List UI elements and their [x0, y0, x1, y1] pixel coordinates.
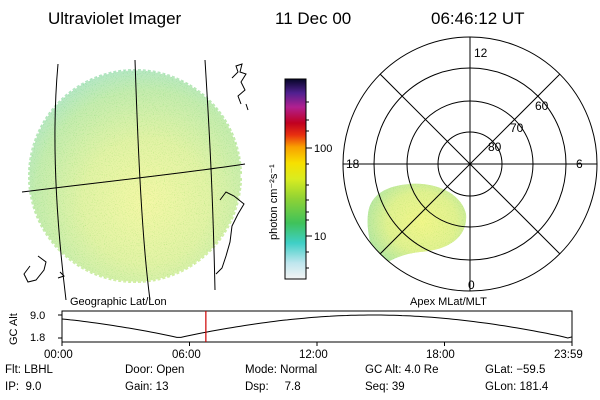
x-tick-0600: 06:00: [172, 349, 201, 361]
mlt-label-12: 12: [474, 46, 488, 60]
orbit-altitude-line: [61, 314, 573, 339]
sequence-value: Seq: 39: [365, 381, 405, 393]
colorbar: 100 10 photon cm⁻²s⁻¹: [268, 78, 332, 280]
x-tick-2359: 23:59: [554, 349, 583, 361]
dsp-value: Dsp: 7.8: [245, 381, 301, 393]
ip-value: IP: 9.0: [5, 381, 42, 393]
date-label: 11 Dec 00: [275, 9, 351, 28]
timeline-frame[interactable]: [61, 310, 573, 343]
left-grid-lines: [21, 59, 246, 301]
x-tick-1800: 18:00: [426, 349, 455, 361]
right-map-caption: Apex MLat/MLT: [410, 296, 487, 308]
parallel-line: [21, 163, 246, 193]
y-tick-max: 9.0: [30, 310, 45, 322]
colorbar-ticks: [306, 101, 312, 269]
mlt-label-6: 6: [576, 157, 583, 171]
auroral-oval-noise: [367, 183, 467, 268]
x-tick-0000: 00:00: [44, 349, 73, 361]
x-tick-1200: 12:00: [299, 349, 328, 361]
colorbar-unit-label: photon cm⁻²s⁻¹: [268, 164, 280, 240]
colorbar-gradient: [284, 78, 307, 280]
meridian-line: [134, 59, 151, 301]
y-tick-min: 1.8: [30, 332, 45, 344]
geo-latitude-value: GLat: −59.5: [485, 364, 546, 376]
geo-longitude-value: GLon: 181.4: [485, 381, 549, 393]
lat-label-70: 70: [510, 121, 524, 135]
mlt-label-0: 0: [468, 278, 475, 292]
app-title: Ultraviolet Imager: [48, 9, 182, 28]
mlt-diagonal-line: [379, 73, 561, 255]
mode-value: Mode: Normal: [245, 364, 318, 376]
left-noise-overlay: [28, 69, 242, 283]
colorbar-tick-10: 10: [314, 231, 326, 243]
colorbar-tick-100: 100: [314, 143, 332, 155]
orbit-timeline: GC Alt 9.0 1.8 00:00 06:00 12:00 18:00 2…: [8, 310, 583, 361]
left-map-caption: Geographic Lat/Lon: [70, 296, 167, 308]
geographic-map: Geographic Lat/Lon: [21, 59, 249, 308]
gc-altitude-value: GC Alt: 4.0 Re: [365, 364, 439, 376]
left-image-edge: [26, 67, 244, 285]
meridian-line: [204, 59, 216, 291]
timeline-axis-title: GC Alt: [8, 313, 20, 345]
door-status: Door: Open: [125, 364, 185, 376]
timeline-ticks: [58, 314, 573, 346]
gain-value: Gain: 13: [125, 381, 169, 393]
meridian-line: [54, 63, 67, 301]
lat-label-80: 80: [488, 140, 502, 154]
time-label: 06:46:12 UT: [431, 9, 525, 28]
polar-grid: [342, 36, 598, 292]
apex-polar-plot: 12 18 6 0 60 70 80 Apex MLat/MLT: [342, 36, 598, 308]
filter-value: Flt: LBHL: [5, 364, 53, 376]
coastline: [23, 63, 249, 283]
mlt-label-18: 18: [346, 157, 360, 171]
lat-label-60: 60: [535, 99, 549, 113]
